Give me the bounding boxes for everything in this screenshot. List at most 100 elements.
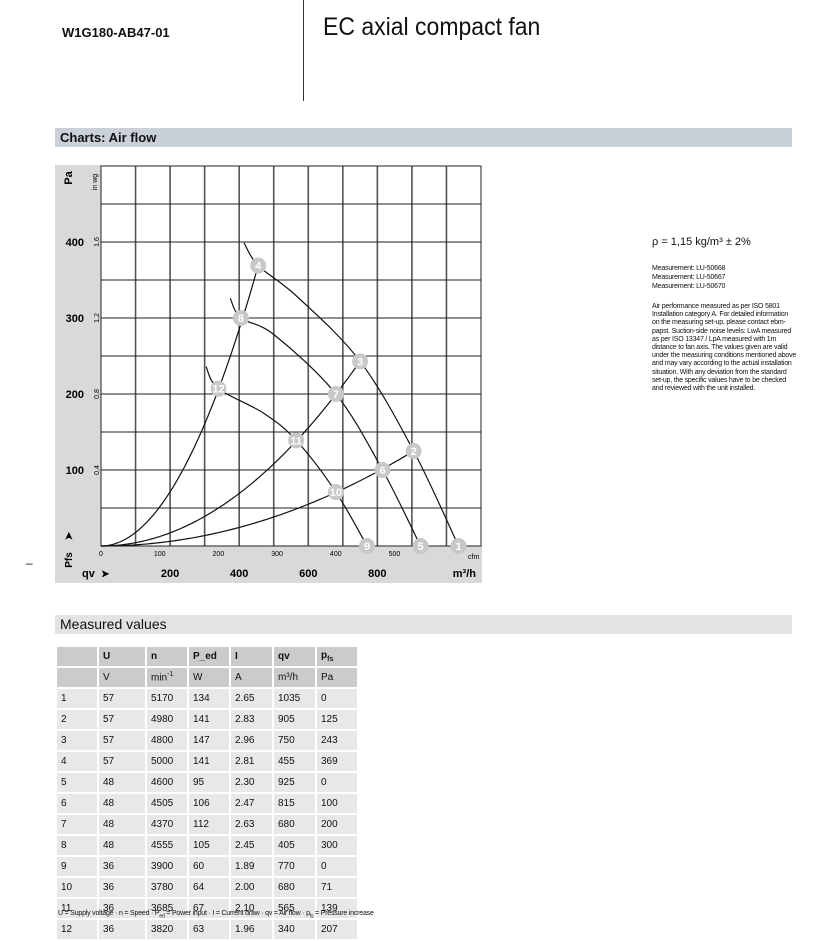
table-row: 4 57 5000 141 2.81 455 369 — [55, 750, 359, 773]
operating-point-marker — [327, 386, 344, 402]
x2-tick-label: 100 — [154, 551, 166, 558]
table-cell: 57 — [97, 687, 147, 710]
table-cell: 4505 — [145, 792, 189, 815]
operating-point-marker — [352, 353, 369, 370]
table-row: 7 48 4370 112 2.63 680 200 — [55, 813, 359, 836]
unit-cell: Pa — [315, 666, 359, 689]
table-cell: 7 — [55, 813, 99, 836]
table-cell: 680 — [272, 813, 317, 836]
unit-cell: A — [229, 666, 274, 689]
measurement-ref: Measurement: LU-50667 — [652, 274, 726, 281]
table-cell: 8 — [55, 834, 99, 857]
table-cell: 147 — [187, 729, 231, 752]
x-axis-unit: m³/h — [453, 568, 477, 580]
unit-exp: -1 — [167, 671, 174, 679]
y-axis-band — [55, 165, 101, 583]
y2-tick-label: 0,4 — [94, 465, 101, 475]
table-cell: 57 — [97, 750, 147, 773]
y2-tick-label: 1,6 — [94, 237, 101, 247]
operating-point-label: 11 — [290, 435, 302, 447]
header-divider — [303, 0, 304, 101]
header-u: U — [97, 645, 147, 668]
margin-mark: – — [26, 556, 33, 570]
table-cell: 2.83 — [229, 708, 274, 731]
table-row: 10 36 3780 64 2.00 680 71 — [55, 876, 359, 899]
table-cell: 36 — [97, 876, 147, 899]
table-cell: 0 — [315, 687, 359, 710]
table-cell: 3780 — [145, 876, 189, 899]
x-tick-label: 800 — [368, 568, 386, 580]
table-cell: 67 — [187, 897, 231, 920]
table-cell: 750 — [272, 729, 317, 752]
table-cell: 2.63 — [229, 813, 274, 836]
operating-point-label: 3 — [357, 356, 363, 368]
table-cell: 2.47 — [229, 792, 274, 815]
table-cell: 1.89 — [229, 855, 274, 878]
y-tick-label: 400 — [66, 237, 84, 249]
section-measured-values: Measured values — [55, 615, 792, 634]
table-header-row: U n P_ed I qv pfs — [55, 645, 359, 668]
table-cell: 57 — [97, 729, 147, 752]
table-row: 6 48 4505 106 2.47 815 100 — [55, 792, 359, 815]
y2-axis-unit: in wg — [92, 174, 99, 190]
table-cell: 64 — [187, 876, 231, 899]
table-cell: 200 — [315, 813, 359, 836]
table-cell: 2.10 — [229, 897, 274, 920]
unit-cell: W — [187, 666, 231, 689]
table-cell: 141 — [187, 708, 231, 731]
table-row: 11 36 3685 67 2.10 565 139 — [55, 897, 359, 920]
table-cell: 4980 — [145, 708, 189, 731]
table-cell: 815 — [272, 792, 317, 815]
table-units-row: V min-1 W A m³/h Pa — [55, 666, 359, 689]
table-cell: 2.81 — [229, 750, 274, 773]
table-cell: 4370 — [145, 813, 189, 836]
table-cell: 3 — [55, 729, 99, 752]
header-pfs-sub: fs — [327, 656, 334, 663]
table-cell: 2 — [55, 708, 99, 731]
table-cell: 112 — [187, 813, 231, 836]
operating-point-marker — [405, 443, 422, 459]
table-cell: 2.30 — [229, 771, 274, 794]
table-cell: 48 — [97, 834, 147, 857]
operating-point-marker — [412, 538, 429, 554]
operating-point-label: 1 — [455, 541, 461, 553]
table-cell: 4555 — [145, 834, 189, 857]
table-cell: 680 — [272, 876, 317, 899]
operating-point-marker — [232, 310, 249, 326]
table-cell: 36 — [97, 918, 147, 941]
table-cell: 4600 — [145, 771, 189, 794]
operating-point-label: 9 — [364, 541, 370, 553]
table-legend: U = Supply voltage · n = Speed · Ped = P… — [58, 910, 374, 920]
table-cell: 36 — [97, 855, 147, 878]
product-title: EC axial compact fan — [323, 13, 541, 41]
table-cell: 10 — [55, 876, 99, 899]
x-axis-arrow: ➤ — [101, 569, 110, 580]
table-cell: 369 — [315, 750, 359, 773]
table-cell: 105 — [187, 834, 231, 857]
header-pfs: pfs — [315, 645, 359, 668]
table-cell: 125 — [315, 708, 359, 731]
y2-tick-label: 0,8 — [94, 389, 101, 399]
table-cell: 57 — [97, 708, 147, 731]
header-ped: P_ed — [187, 645, 231, 668]
operating-point-label: 2 — [411, 446, 417, 458]
table-cell: 925 — [272, 771, 317, 794]
operating-point-marker — [450, 538, 467, 554]
table-cell: 3900 — [145, 855, 189, 878]
operating-point-marker — [374, 462, 391, 478]
table-cell: 455 — [272, 750, 317, 773]
table-cell: 2.65 — [229, 687, 274, 710]
table-cell: 905 — [272, 708, 317, 731]
table-cell: 770 — [272, 855, 317, 878]
measurement-note: Air performance measured as per ISO 5801… — [652, 303, 797, 393]
table-cell: 5000 — [145, 750, 189, 773]
y-axis-unit: Pa — [63, 170, 75, 184]
table-cell: 3685 — [145, 897, 189, 920]
x-tick-label: 200 — [161, 568, 179, 580]
x-tick-label: 400 — [230, 568, 248, 580]
operating-point-marker — [327, 484, 344, 501]
air-density: ρ = 1,15 kg/m³ ± 2% — [652, 236, 751, 248]
x2-tick-label: 0 — [99, 551, 103, 558]
y-tick-label: 100 — [66, 465, 84, 477]
